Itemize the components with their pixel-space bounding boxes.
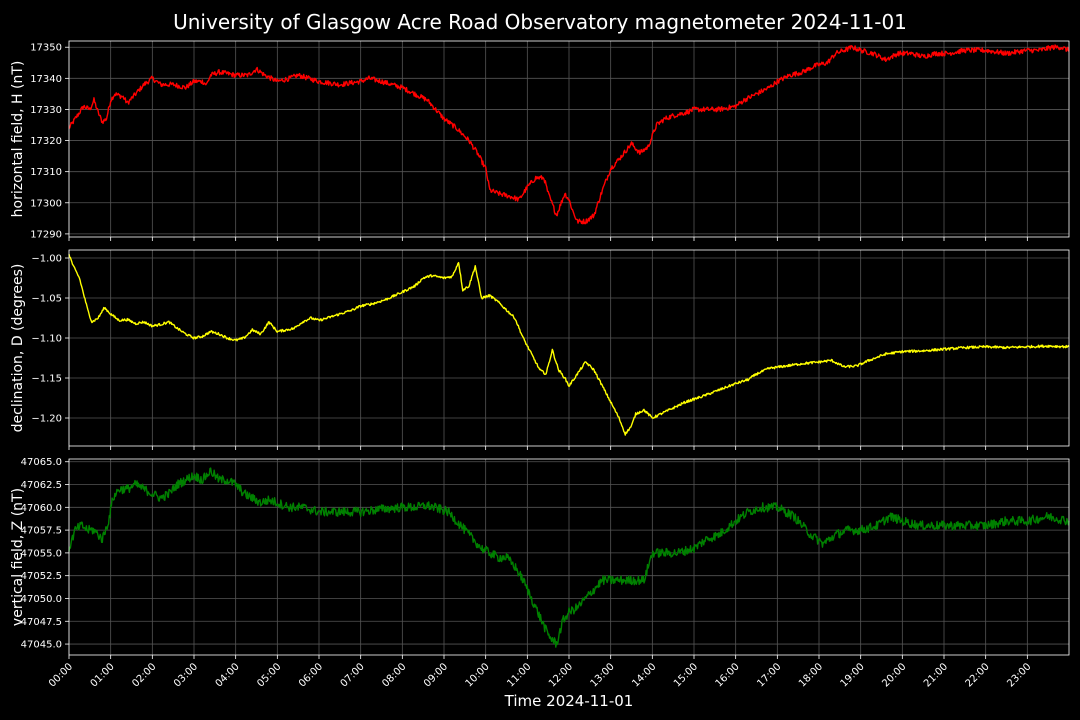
y-tick-label: 17330	[30, 105, 62, 116]
y-axis-label: declination, D (degrees)	[10, 264, 26, 433]
y-tick-label: −1.15	[31, 374, 62, 385]
x-tick-label: 20:00	[880, 661, 908, 689]
y-tick-label: 47047.5	[21, 617, 62, 628]
x-tick-label: 22:00	[964, 661, 992, 689]
y-tick-label: 47057.5	[21, 526, 62, 537]
x-tick-label: 04:00	[214, 661, 242, 689]
x-tick-label: 17:00	[755, 661, 783, 689]
y-tick-label: 17300	[30, 198, 62, 209]
series-line-Z	[68, 467, 1070, 648]
y-tick-label: 47062.5	[21, 480, 62, 491]
x-tick-label: 06:00	[297, 661, 325, 689]
x-tick-label: 15:00	[672, 661, 700, 689]
series-line-H	[68, 44, 1070, 225]
y-tick-label: −1.10	[31, 334, 62, 345]
y-tick-label: 47050.0	[21, 594, 62, 605]
y-tick-label: 47060.0	[21, 503, 62, 514]
y-tick-label: 47065.0	[21, 457, 62, 468]
panel-frame	[68, 249, 1070, 447]
x-tick-label: 03:00	[172, 661, 200, 689]
x-tick-label: 18:00	[797, 661, 825, 689]
x-tick-label: 00:00	[47, 661, 75, 689]
x-tick-label: 16:00	[714, 661, 742, 689]
panel-frame	[68, 458, 1070, 656]
y-tick-label: 47045.0	[21, 640, 62, 651]
x-tick-label: 05:00	[255, 661, 283, 689]
series-line-D	[68, 253, 1070, 436]
y-tick-label: 17320	[30, 136, 62, 147]
x-tick-label: 19:00	[839, 661, 867, 689]
x-tick-label: 07:00	[339, 661, 367, 689]
chart-title: University of Glasgow Acre Road Observat…	[173, 10, 907, 34]
x-tick-label: 08:00	[380, 661, 408, 689]
x-tick-label: 12:00	[547, 661, 575, 689]
y-tick-label: 17340	[30, 74, 62, 85]
x-tick-label: 02:00	[130, 661, 158, 689]
x-tick-label: 11:00	[505, 661, 533, 689]
y-tick-label: −1.00	[31, 254, 62, 265]
panel-frame	[68, 40, 1070, 238]
y-tick-label: −1.20	[31, 414, 62, 425]
x-tick-label: 14:00	[630, 661, 658, 689]
x-axis-label: Time 2024-11-01	[504, 692, 634, 710]
y-tick-label: 47055.0	[21, 548, 62, 559]
y-axis-label: horizontal field, H (nT)	[10, 61, 26, 218]
y-axis-label: vertical field, Z (nT)	[10, 488, 26, 626]
x-tick-label: 23:00	[1005, 661, 1033, 689]
y-tick-label: 17290	[30, 229, 62, 240]
x-tick-label: 10:00	[464, 661, 492, 689]
x-tick-label: 01:00	[89, 661, 117, 689]
y-tick-label: 17310	[30, 167, 62, 178]
y-tick-label: 17350	[30, 43, 62, 54]
y-tick-label: −1.05	[31, 294, 62, 305]
x-tick-label: 21:00	[922, 661, 950, 689]
x-tick-label: 09:00	[422, 661, 450, 689]
x-tick-label: 13:00	[589, 661, 617, 689]
y-tick-label: 47052.5	[21, 571, 62, 582]
